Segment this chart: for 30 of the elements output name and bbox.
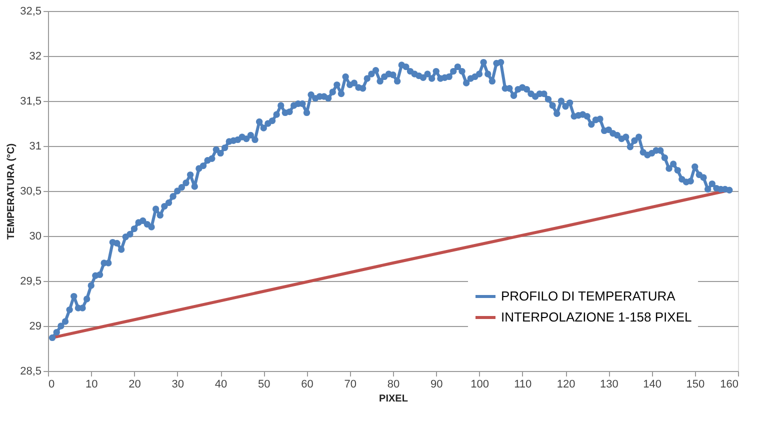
x-tick-label: 80	[387, 378, 400, 390]
x-tick-label: 70	[344, 378, 356, 390]
x-tick-label: 10	[86, 378, 98, 390]
x-tick-label: 0	[48, 378, 55, 390]
y-tick-label: 29	[29, 320, 42, 332]
legend-label: INTERPOLAZIONE 1-158 PIXEL	[501, 310, 692, 324]
x-tick-label: 130	[600, 378, 618, 390]
x-tick-label: 40	[214, 378, 228, 390]
y-tick-label: 31,5	[20, 96, 42, 108]
y-tick-label: 29,5	[20, 276, 42, 288]
x-tick-label: 90	[430, 378, 443, 390]
x-tick-label: 60	[301, 378, 314, 390]
y-tick-label: 30	[29, 230, 42, 242]
x-tick-label: 30	[172, 378, 184, 390]
y-tick-label: 31	[29, 140, 42, 152]
x-tick-label: 20	[128, 378, 141, 390]
y-tick-label: 28,5	[20, 366, 42, 378]
y-tick-label: 30,5	[20, 186, 42, 198]
y-axis-title: TEMPERATURA (°C)	[6, 143, 18, 240]
x-tick-label: 140	[643, 378, 662, 390]
x-tick-label: 120	[556, 378, 576, 390]
x-tick-label: 50	[258, 378, 270, 390]
x-tick-label: 100	[470, 378, 489, 390]
legend-label: PROFILO DI TEMPERATURA	[501, 288, 676, 304]
x-axis-title: PIXEL	[379, 394, 408, 404]
x-tick-label: 150	[686, 378, 705, 390]
y-tick-label: 32	[29, 50, 42, 62]
x-tick-label: 160	[720, 378, 738, 390]
y-tick-label: 32,5	[20, 6, 42, 18]
x-tick-label: 110	[514, 378, 532, 390]
